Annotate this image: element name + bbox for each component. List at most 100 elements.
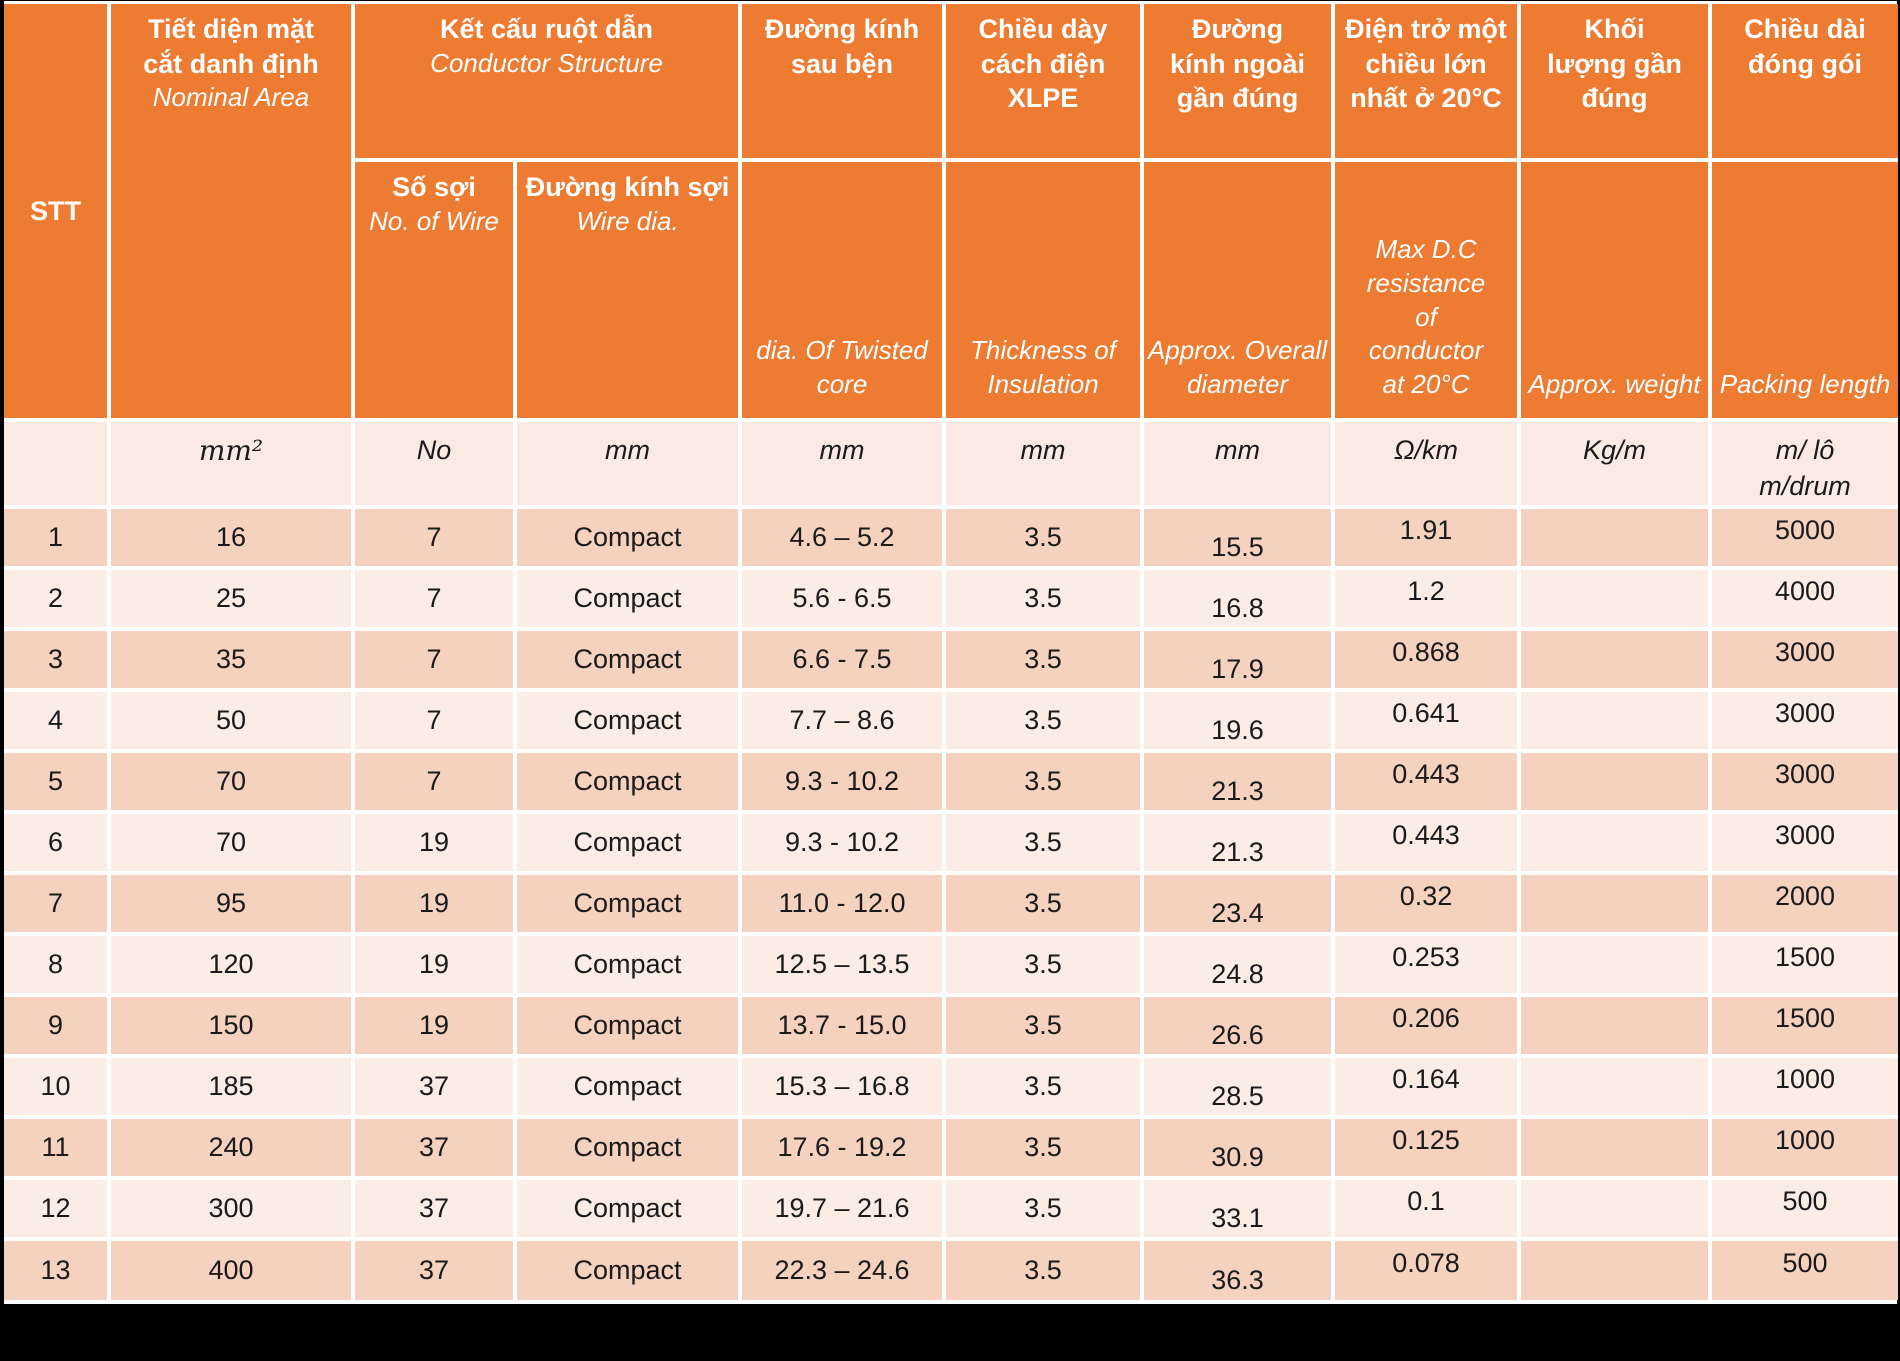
cell-insulation-thickness: 3.5 — [942, 992, 1145, 1058]
cell-no-of-wire: 37 — [351, 1053, 517, 1119]
cell-value: 95 — [215, 887, 247, 918]
cell-insulation-thickness: 3.5 — [942, 626, 1145, 692]
cell-value: 15.5 — [1211, 531, 1264, 562]
cell-value: 3.5 — [1024, 1009, 1062, 1040]
cell-value: 400 — [208, 1254, 254, 1285]
cell-overall-diameter: 33.1 — [1140, 1175, 1336, 1241]
unit-insulation-thickness: mm — [942, 418, 1145, 509]
cell-approx-weight — [1517, 809, 1713, 875]
header-dc-resistance-en: Max D.C resistance of conductor at 20°C — [1366, 234, 1486, 400]
cell-twisted-core-dia: 9.3 - 10.2 — [738, 748, 947, 814]
cell-value: 17.9 — [1211, 653, 1264, 684]
header-dc-resistance-vn: Điện trở một chiều lớn nhất ở 20°C — [1345, 14, 1507, 114]
cell-insulation-thickness: 3.5 — [942, 687, 1145, 753]
cell-value: 25 — [215, 582, 247, 613]
table-row: 1 16 7 Compact 4.6 – 5.2 3.5 15.5 1.91 5000 — [2, 504, 1900, 570]
header-nominal-area-vn: Tiết diện mặt cắt danh định — [143, 14, 319, 79]
cell-stt: 4 — [2, 687, 111, 753]
header-insulation-thickness-en: Thickness of Insulation — [970, 335, 1116, 400]
header-approx-weight-vn: Khối lượng gần đúng — [1547, 14, 1682, 114]
cell-value: 35 — [215, 643, 247, 674]
cell-value: 6.6 - 7.5 — [792, 643, 892, 674]
cell-value: 8 — [47, 948, 64, 979]
cell-nominal-area: 150 — [107, 992, 355, 1058]
cell-overall-diameter: 28.5 — [1140, 1053, 1336, 1119]
cell-value: 15.3 – 16.8 — [774, 1070, 910, 1101]
cell-value: 2000 — [1774, 880, 1836, 911]
header-twisted-core-dia-en-cell: dia. Of Twisted core — [738, 158, 947, 422]
header-approx-weight: Khối lượng gần đúng — [1517, 2, 1713, 162]
header-approx-weight-en-cell: Approx. weight — [1517, 158, 1713, 422]
unit-stt — [2, 418, 111, 509]
cell-value: Compact — [573, 948, 682, 979]
header-dc-resistance: Điện trở một chiều lớn nhất ở 20°C — [1331, 2, 1522, 162]
cell-value: 23.4 — [1211, 897, 1264, 928]
header-packing-length-vn: Chiều dài đóng gói — [1744, 14, 1866, 79]
cell-value: Compact — [573, 582, 682, 613]
cell-stt: 8 — [2, 931, 111, 997]
cell-value: Compact — [573, 1131, 682, 1162]
cell-value: 19 — [418, 887, 450, 918]
cell-value: 0.443 — [1392, 819, 1460, 850]
cell-overall-diameter: 30.9 — [1140, 1114, 1336, 1180]
cell-value: 1 — [47, 521, 64, 552]
cell-value: Compact — [573, 887, 682, 918]
table-row: 12 300 37 Compact 19.7 – 21.6 3.5 33.1 0.1 500 — [2, 1175, 1900, 1241]
header-stt: STT — [2, 2, 111, 422]
cell-value: 6 — [47, 826, 64, 857]
cell-stt: 1 — [2, 504, 111, 570]
cell-value: 300 — [208, 1192, 254, 1223]
cell-value: Compact — [573, 704, 682, 735]
cell-value: 3.5 — [1024, 948, 1062, 979]
cell-value: 0.078 — [1392, 1247, 1460, 1278]
header-wire-dia-vn: Đường kính sợi — [525, 172, 730, 202]
cell-value: 13 — [40, 1254, 71, 1285]
cell-packing-length: 3000 — [1708, 687, 1900, 753]
cell-structure: Compact — [512, 1114, 743, 1180]
cell-approx-weight — [1517, 1236, 1713, 1302]
cell-overall-diameter: 26.6 — [1140, 992, 1336, 1058]
cell-value: 3.5 — [1024, 1254, 1062, 1285]
cell-value: 3.5 — [1024, 704, 1062, 735]
cell-value: 0.32 — [1399, 880, 1453, 911]
cell-approx-weight — [1517, 931, 1713, 997]
cell-value: 37 — [418, 1254, 450, 1285]
cell-twisted-core-dia: 5.6 - 6.5 — [738, 565, 947, 631]
cell-nominal-area: 95 — [107, 870, 355, 936]
cell-value: 500 — [1782, 1185, 1828, 1216]
header-conductor-structure-en: Conductor Structure — [430, 47, 663, 78]
cell-value: 7 — [426, 582, 442, 613]
cell-stt: 5 — [2, 748, 111, 814]
cell-overall-diameter: 23.4 — [1140, 870, 1336, 936]
table-row: 10 185 37 Compact 15.3 – 16.8 3.5 28.5 0.164 100… — [2, 1053, 1900, 1119]
cell-value: 0.164 — [1392, 1063, 1460, 1094]
cell-stt: 13 — [2, 1236, 111, 1302]
cell-value: 500 — [1782, 1247, 1828, 1278]
header-nominal-area-en: Nominal Area — [152, 82, 310, 113]
cell-twisted-core-dia: 9.3 - 10.2 — [738, 809, 947, 875]
unit-packing-length: m/ lô m/drum — [1708, 418, 1900, 509]
table-row: 13 400 37 Compact 22.3 – 24.6 3.5 36.3 0.078 500 — [2, 1236, 1900, 1302]
cell-nominal-area: 240 — [107, 1114, 355, 1180]
unit-twisted-core-dia: mm — [738, 418, 947, 509]
unit-nominal-area: mm² — [107, 418, 355, 509]
cell-dc-resistance: 0.1 — [1331, 1175, 1522, 1241]
cell-value: 9 — [47, 1009, 64, 1040]
cell-value: 37 — [418, 1192, 450, 1223]
header-overall-diameter: Đường kính ngoài gần đúng — [1140, 2, 1336, 162]
cell-overall-diameter: 19.6 — [1140, 687, 1336, 753]
cell-value: 7 — [426, 643, 442, 674]
cell-structure: Compact — [512, 1236, 743, 1302]
header-overall-diameter-vn: Đường kính ngoài gần đúng — [1170, 14, 1306, 114]
cell-value: Compact — [573, 1070, 682, 1101]
table-row: 11 240 37 Compact 17.6 - 19.2 3.5 30.9 0.125 100… — [2, 1114, 1900, 1180]
cell-dc-resistance: 0.078 — [1331, 1236, 1522, 1302]
cell-insulation-thickness: 3.5 — [942, 748, 1145, 814]
cell-value: 0.206 — [1392, 1002, 1460, 1033]
cell-value: 120 — [208, 948, 254, 979]
cell-structure: Compact — [512, 1053, 743, 1119]
cell-value: 3 — [47, 643, 64, 674]
cell-nominal-area: 25 — [107, 565, 355, 631]
cell-nominal-area: 16 — [107, 504, 355, 570]
header-packing-length-en-cell: Packing length — [1708, 158, 1900, 422]
